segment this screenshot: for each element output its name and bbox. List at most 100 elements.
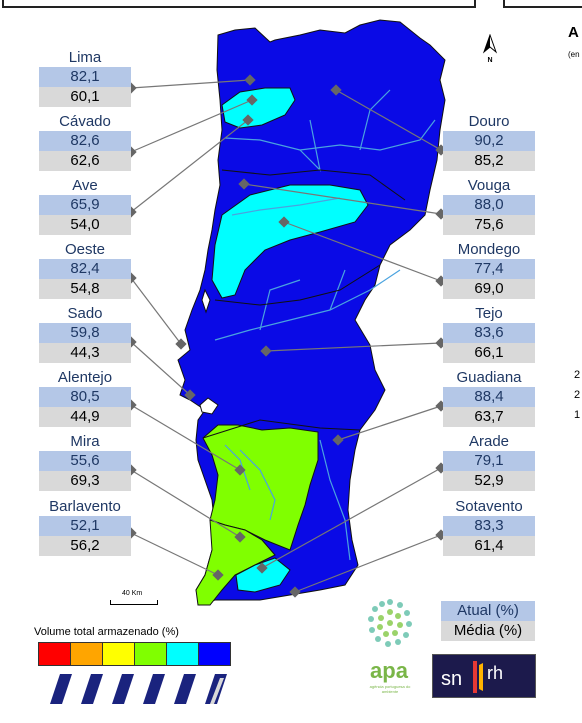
basin-average: 54,0 — [39, 215, 131, 235]
basin-name: Arade — [468, 433, 510, 450]
basin-average: 66,1 — [443, 343, 535, 363]
basin-current: 82,1 — [39, 67, 131, 87]
side-panel-title: A — [568, 24, 579, 41]
basin-label-mira: Mira 55,6 69,3 — [39, 432, 131, 491]
basin-name: Lima — [68, 49, 102, 66]
basin-average: 44,9 — [39, 407, 131, 427]
basin-current: 82,6 — [39, 131, 131, 151]
reservoir-icon — [143, 674, 165, 704]
north-label: N — [487, 57, 493, 64]
basin-average: 62,6 — [39, 151, 131, 171]
top-frame-right — [503, 0, 582, 8]
basin-label-ave: Ave 65,9 54,0 — [39, 176, 131, 235]
apa-logo-icon — [368, 599, 412, 647]
snirh-text-left: sn — [441, 668, 462, 690]
basin-average: 85,2 — [443, 151, 535, 171]
basin-current: 82,4 — [39, 259, 131, 279]
legend-swatch — [102, 643, 134, 665]
basin-current: 88,4 — [443, 387, 535, 407]
reservoir-icon — [174, 674, 196, 704]
basin-name: Sotavento — [455, 498, 523, 515]
reservoir-icon — [81, 674, 103, 704]
legend-swatch — [166, 643, 198, 665]
snirh-text-right: rh — [487, 663, 503, 683]
basin-label-oeste: Oeste 82,4 54,8 — [39, 240, 131, 299]
basin-average: 75,6 — [443, 215, 535, 235]
basin-name: Tejo — [475, 305, 503, 322]
basin-average: 63,7 — [443, 407, 535, 427]
basin-label-douro: Douro 90,2 85,2 — [443, 112, 535, 171]
basin-name: Mondego — [457, 241, 521, 258]
map-sotavento — [235, 557, 291, 593]
basin-name: Guadiana — [456, 369, 522, 386]
basin-current: 88,0 — [443, 195, 535, 215]
map-mondego — [211, 184, 369, 299]
basin-average: 54,8 — [39, 279, 131, 299]
key-average-label: Média (%) — [441, 621, 535, 641]
basin-average: 52,9 — [443, 471, 535, 491]
basin-average: 56,2 — [39, 536, 131, 556]
basin-name: Alentejo — [57, 369, 113, 386]
map-barlavento — [195, 519, 276, 606]
key-current-label: Atual (%) — [441, 601, 535, 621]
side-panel-number: 2 — [574, 389, 581, 401]
basin-label-barlavento: Barlavento 52,1 56,2 — [39, 497, 131, 556]
basin-name: Douro — [468, 113, 510, 130]
side-panel-number: 1 — [574, 409, 581, 421]
basin-current: 83,6 — [443, 323, 535, 343]
legend-color-bar — [38, 642, 231, 666]
map-coast-white — [201, 288, 211, 314]
north-arrow-icon — [482, 33, 498, 54]
basin-current: 52,1 — [39, 516, 131, 536]
basin-label-tejo: Tejo 83,6 66,1 — [443, 304, 535, 363]
basin-current: 65,9 — [39, 195, 131, 215]
map-rivers — [214, 89, 436, 561]
basin-label-lima: Lima 82,1 60,1 — [39, 48, 131, 107]
legend-swatch — [198, 643, 230, 665]
snirh-logo-icon: sn rh — [432, 654, 536, 698]
basin-label-alentejo: Alentejo 80,5 44,9 — [39, 368, 131, 427]
map-estuary — [199, 397, 219, 415]
basin-current: 79,1 — [443, 451, 535, 471]
basin-average: 60,1 — [39, 87, 131, 107]
scale-label: 40 Km — [122, 590, 143, 597]
basin-name: Mira — [70, 433, 100, 450]
legend-swatch — [134, 643, 166, 665]
basin-average: 69,3 — [39, 471, 131, 491]
leader-lines — [130, 79, 442, 593]
basin-average: 69,0 — [443, 279, 535, 299]
side-panel-number: 2 — [574, 369, 581, 381]
basin-current: 55,6 — [39, 451, 131, 471]
basin-label-vouga: Vouga 88,0 75,6 — [443, 176, 535, 235]
reservoir-icon — [112, 674, 134, 704]
basin-current: 59,8 — [39, 323, 131, 343]
legend-swatch — [70, 643, 102, 665]
reservoir-level-icons — [50, 674, 227, 704]
top-frame-left — [2, 0, 476, 8]
apa-logo-subtext: agência portuguesa do ambiente — [369, 684, 411, 694]
basin-average: 44,3 — [39, 343, 131, 363]
reservoir-icon — [50, 674, 72, 704]
basin-current: 90,2 — [443, 131, 535, 151]
basin-name: Ave — [72, 177, 98, 194]
basin-label-sado: Sado 59,8 44,3 — [39, 304, 131, 363]
map-cavado — [221, 87, 296, 129]
scale-line — [110, 600, 158, 605]
basin-name: Barlavento — [49, 498, 121, 515]
basin-label-guadiana: Guadiana 88,4 63,7 — [443, 368, 535, 427]
basin-name: Oeste — [64, 241, 106, 258]
legend-title: Volume total armazenado (%) — [34, 626, 179, 638]
basin-current: 77,4 — [443, 259, 535, 279]
basin-current: 83,3 — [443, 516, 535, 536]
map-sado-mira — [202, 424, 319, 551]
basin-name: Cávado — [59, 113, 111, 130]
basin-name: Vouga — [467, 177, 511, 194]
side-panel-subtitle: (en — [568, 50, 580, 59]
legend-swatch — [39, 643, 70, 665]
basin-current: 80,5 — [39, 387, 131, 407]
basin-name: Sado — [67, 305, 103, 322]
north-arrow: N — [480, 33, 500, 64]
basin-label-sotavento: Sotavento 83,3 61,4 — [443, 497, 535, 556]
apa-logo-text: apa — [370, 658, 408, 683]
